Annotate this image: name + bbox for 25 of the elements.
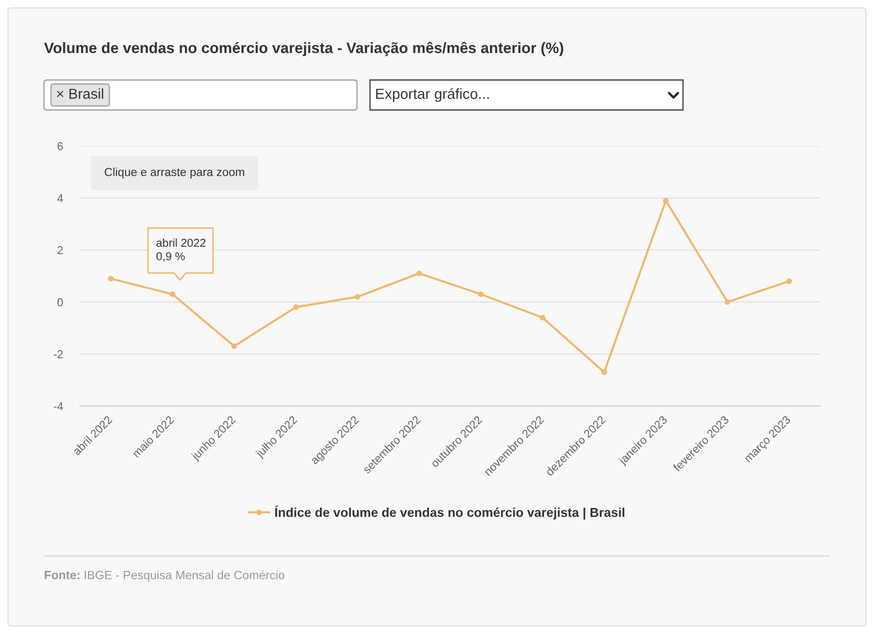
text: Exportar gráfico... (376, 88, 489, 102)
annotation: Clique e arraste para zoom (104, 168, 244, 178)
annotation: abril 2022 0,9 % (156, 238, 206, 262)
point (354, 294, 360, 300)
source-note: Fonte: IBGE - Pesquisa Mensal de Comércio (44, 570, 284, 582)
point (108, 276, 114, 282)
point (478, 291, 484, 297)
legend-label: Índice de volume de vendas no comércio varejista | Brasil (275, 506, 624, 520)
point (293, 304, 299, 310)
y-tick-label: 2 (58, 246, 63, 254)
y-tick-label: -2 (54, 350, 63, 358)
y-tick-label: 4 (57, 194, 63, 202)
point (540, 314, 546, 320)
point (416, 270, 422, 276)
point (601, 369, 607, 375)
point (231, 343, 237, 349)
point (663, 198, 669, 204)
point (724, 299, 730, 305)
text: × Brasil (56, 88, 104, 99)
y-tick-label: 0 (57, 298, 63, 306)
chart-title: Volume de vendas no comércio varejista - Variação mês/mês anterior (%) (44, 42, 564, 56)
y-tick-label: -4 (54, 402, 63, 410)
y-tick-label: 6 (58, 142, 63, 150)
point (786, 278, 792, 284)
point (170, 291, 176, 297)
